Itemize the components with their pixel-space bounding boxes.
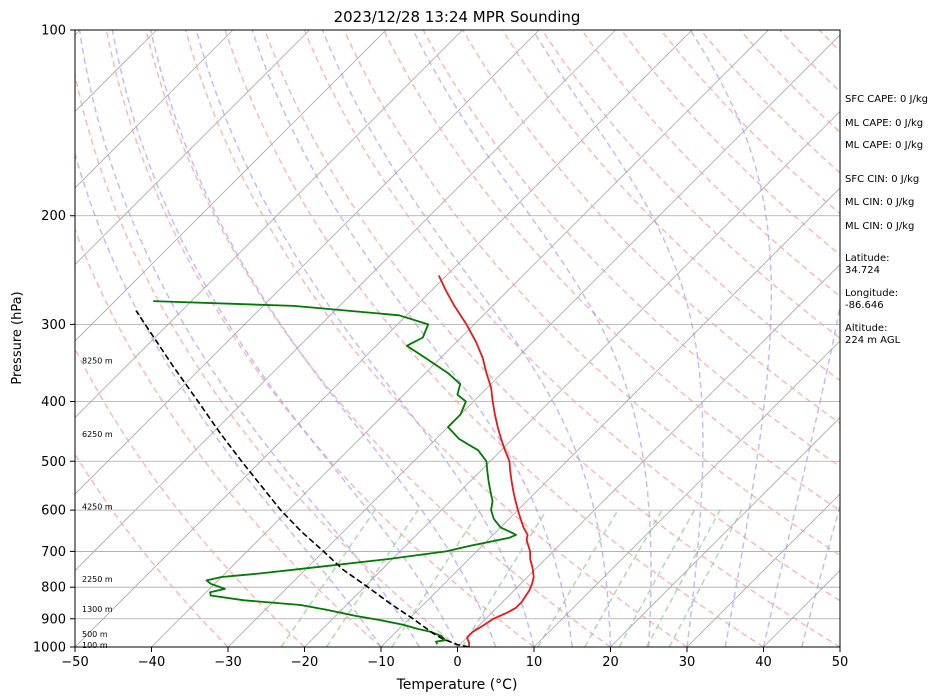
y-tick-label: 300 <box>41 318 66 333</box>
isotherm-line <box>75 30 310 266</box>
x-axis-label: Temperature (°C) <box>396 677 518 693</box>
x-tick-label: 40 <box>755 655 772 670</box>
y-tick-label: 400 <box>41 395 66 410</box>
x-tick-label: 30 <box>679 655 696 670</box>
moist-adiabat-line <box>762 303 840 647</box>
dry-adiabat-line <box>580 30 840 298</box>
moist-adiabat-line <box>801 503 840 647</box>
temperature-profile-line <box>437 275 535 647</box>
longitude-label: Longitude: <box>845 288 898 299</box>
x-tick-label: 10 <box>526 655 543 670</box>
y-tick-label: 100 <box>41 24 66 39</box>
altitude-value: 224 m AGL <box>845 335 901 346</box>
mixing-ratio-line <box>325 509 419 647</box>
ml-cin-text: ML CIN: 0 J/kg <box>845 197 914 208</box>
altitude-label: Altitude: <box>845 323 887 334</box>
isotherm-line <box>457 263 840 647</box>
moist-adiabat-line <box>75 151 382 647</box>
latitude-value: 34.724 <box>845 265 880 276</box>
y-tick-label: 500 <box>41 455 66 470</box>
y-axis-label: Pressure (hPa) <box>10 291 25 384</box>
isotherm-line <box>533 340 840 647</box>
mixing-ratio-line <box>618 509 696 647</box>
data-layer <box>135 275 535 647</box>
ml-cape-text-2: ML CAPE: 0 J/kg <box>845 140 923 151</box>
moist-adiabat-line <box>689 30 773 647</box>
height-labels: 100 m 500 m 1300 m 2250 m 4250 m 6250 m 8250 m <box>82 356 113 650</box>
mixing-ratio-line <box>584 509 663 647</box>
x-tick-label: −20 <box>291 655 318 670</box>
dry-adiabat-line <box>264 30 840 647</box>
isotherm-line <box>380 187 840 647</box>
mixing-ratio-line <box>645 509 721 647</box>
x-tick-label: 50 <box>832 655 849 670</box>
moist-adiabat-line <box>149 30 497 647</box>
ml-cape-text: ML CAPE: 0 J/kg <box>845 118 923 129</box>
height-label: 100 m <box>82 641 108 650</box>
dry-adiabat-line <box>184 30 688 647</box>
moist-adiabat-line <box>195 30 535 647</box>
mixing-ratio-line <box>391 509 481 647</box>
moist-adiabat-line <box>321 30 612 647</box>
isotherm-line <box>686 493 840 647</box>
height-label: 1300 m <box>82 605 113 614</box>
sfc-cape-text: SFC CAPE: 0 J/kg <box>845 94 928 105</box>
x-tick-label: 0 <box>453 655 461 670</box>
moist-adiabat-line <box>412 30 652 647</box>
longitude-value: -86.646 <box>845 300 884 311</box>
moist-adiabat-line <box>111 30 459 647</box>
isotherm-line <box>75 30 616 572</box>
mixing-ratio-line <box>537 509 619 647</box>
y-tick-label: 200 <box>41 209 66 224</box>
y-tick-label: 1000 <box>33 641 66 656</box>
x-tick-label: −50 <box>61 655 88 670</box>
latitude-label: Latitude: <box>845 253 890 264</box>
chart-title: 2023/12/28 13:24 MPR Sounding <box>334 8 581 26</box>
isotherm-line <box>75 30 693 647</box>
dry-adiabat-line <box>75 347 306 647</box>
height-label: 6250 m <box>82 430 113 439</box>
dry-adiabat-line <box>382 30 840 512</box>
isotherm-line <box>304 110 840 647</box>
axes: −50 −40 −30 −20 −10 0 10 20 30 40 50 1000 900 800 700 6… <box>33 24 848 671</box>
parcel-profile-line <box>135 310 470 647</box>
isotherm-line <box>75 30 540 495</box>
ml-cin-text-2: ML CIN: 0 J/kg <box>845 221 914 232</box>
isotherm-line <box>75 30 463 419</box>
y-tick-label: 900 <box>41 612 66 627</box>
dewpoint-profile-line <box>153 300 517 645</box>
isotherm-line <box>75 30 387 342</box>
mixing-ratio-line <box>461 509 548 647</box>
mixing-ratio-line <box>668 509 743 647</box>
sfc-cin-text: SFC CIN: 0 J/kg <box>845 174 919 185</box>
moist-adiabat-line <box>251 30 574 647</box>
y-tick-label: 800 <box>41 581 66 596</box>
isotherm-line <box>151 30 769 647</box>
height-label: 500 m <box>82 630 108 639</box>
y-tick-label: 700 <box>41 545 66 560</box>
height-label: 8250 m <box>82 356 113 365</box>
moist-adiabat-line <box>532 30 704 647</box>
mixing-ratio-line <box>280 509 376 647</box>
dry-adiabat-line <box>75 227 382 647</box>
dry-adiabat-line <box>145 30 611 647</box>
grid-layer <box>75 30 840 647</box>
height-label: 2250 m <box>82 575 113 584</box>
height-label: 4250 m <box>82 503 113 512</box>
isotherm-line <box>610 416 840 647</box>
sounding-info-panel: SFC CAPE: 0 J/kg ML CAPE: 0 J/kg ML CAPE… <box>845 94 928 346</box>
dry-adiabat-line <box>343 30 840 557</box>
x-tick-label: 20 <box>602 655 619 670</box>
isotherm-line <box>227 34 840 647</box>
y-tick-label: 600 <box>41 504 66 519</box>
x-tick-label: −40 <box>138 655 165 670</box>
dry-adiabat-line <box>105 30 535 647</box>
isotherm-line <box>75 30 234 189</box>
dry-adiabat-line <box>75 71 458 647</box>
x-tick-label: −30 <box>214 655 241 670</box>
x-tick-label: −10 <box>367 655 394 670</box>
